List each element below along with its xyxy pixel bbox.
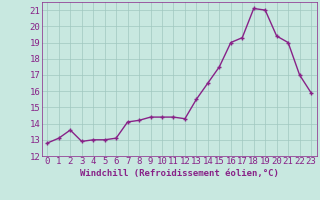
X-axis label: Windchill (Refroidissement éolien,°C): Windchill (Refroidissement éolien,°C) (80, 169, 279, 178)
